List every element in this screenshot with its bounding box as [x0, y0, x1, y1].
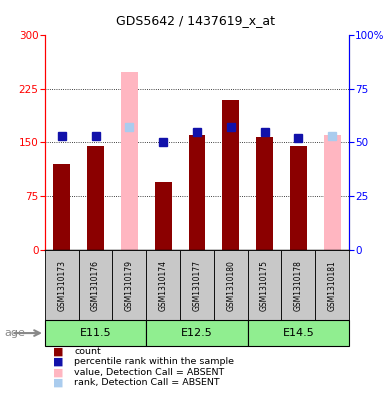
Bar — [45, 250, 79, 320]
Bar — [121, 72, 138, 250]
Bar — [214, 250, 248, 320]
Bar — [248, 320, 349, 346]
Text: GDS5642 / 1437619_x_at: GDS5642 / 1437619_x_at — [115, 14, 275, 27]
Bar — [324, 135, 340, 250]
Text: E14.5: E14.5 — [282, 328, 314, 338]
Text: ■: ■ — [53, 367, 63, 377]
Bar — [222, 99, 239, 250]
Text: count: count — [74, 347, 101, 356]
Bar — [248, 250, 282, 320]
Text: GSM1310173: GSM1310173 — [57, 260, 66, 311]
Text: GSM1310178: GSM1310178 — [294, 260, 303, 311]
Text: ■: ■ — [53, 357, 63, 367]
Text: GSM1310175: GSM1310175 — [260, 260, 269, 311]
Text: age: age — [4, 328, 25, 338]
Text: ■: ■ — [53, 377, 63, 387]
Text: GSM1310181: GSM1310181 — [328, 260, 337, 311]
Bar — [79, 250, 112, 320]
Text: rank, Detection Call = ABSENT: rank, Detection Call = ABSENT — [74, 378, 220, 387]
Text: E11.5: E11.5 — [80, 328, 112, 338]
Bar — [45, 320, 146, 346]
Text: ■: ■ — [53, 347, 63, 357]
Text: GSM1310176: GSM1310176 — [91, 260, 100, 311]
Text: GSM1310177: GSM1310177 — [192, 260, 202, 311]
Bar — [188, 135, 206, 250]
Text: GSM1310179: GSM1310179 — [125, 260, 134, 311]
Text: GSM1310174: GSM1310174 — [159, 260, 168, 311]
Bar — [53, 164, 70, 250]
Text: GSM1310180: GSM1310180 — [226, 260, 235, 311]
Bar — [315, 250, 349, 320]
Bar — [112, 250, 146, 320]
Bar — [146, 320, 248, 346]
Bar — [282, 250, 315, 320]
Bar — [155, 182, 172, 250]
Text: E12.5: E12.5 — [181, 328, 213, 338]
Bar — [87, 146, 104, 250]
Bar — [256, 137, 273, 250]
Text: percentile rank within the sample: percentile rank within the sample — [74, 358, 234, 366]
Bar — [290, 146, 307, 250]
Bar — [146, 250, 180, 320]
Bar — [180, 250, 214, 320]
Text: value, Detection Call = ABSENT: value, Detection Call = ABSENT — [74, 368, 224, 376]
